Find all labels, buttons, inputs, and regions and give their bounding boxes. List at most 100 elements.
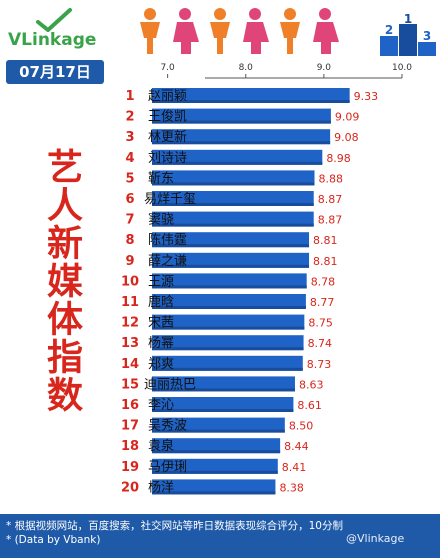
- bar: [152, 108, 331, 124]
- value-label: 8.63: [299, 378, 324, 391]
- bar: [152, 191, 314, 206]
- value-label: 8.81: [313, 255, 338, 268]
- bar: [152, 335, 304, 351]
- value-label: 8.88: [319, 172, 344, 185]
- bar-shadow: [152, 141, 331, 145]
- rank-label: 14: [121, 357, 139, 372]
- bar: [152, 438, 281, 454]
- category-label: 窦骁: [148, 213, 174, 228]
- svg-text:1: 1: [404, 14, 412, 26]
- category-label: 林更新: [148, 129, 187, 145]
- bar: [152, 376, 295, 392]
- value-label: 8.87: [318, 214, 343, 227]
- footer-note-methodology: * 根据视频网站，百度搜索，社交网站等昨日数据表现综合评分，10分制: [6, 520, 343, 532]
- category-label: 刘诗诗: [148, 151, 187, 166]
- bar-shadow: [152, 367, 303, 371]
- date-badge: 07月17日: [6, 60, 104, 84]
- bar: [152, 314, 305, 330]
- value-label: 8.78: [311, 275, 336, 288]
- value-label: 8.41: [282, 461, 307, 474]
- bar-shadow: [152, 347, 304, 351]
- bar-shadow: [152, 264, 310, 268]
- podium-icon: 2 1 3: [380, 14, 436, 56]
- side-title: 艺人新媒体指数: [41, 148, 83, 414]
- bar-shadow: [152, 429, 285, 433]
- value-label: 9.33: [354, 90, 379, 103]
- svg-text:3: 3: [423, 29, 431, 43]
- value-label: 8.50: [289, 420, 314, 433]
- category-label: 陈伟霆: [148, 232, 187, 248]
- rank-label: 11: [121, 295, 139, 310]
- value-label: 9.09: [335, 111, 360, 124]
- rank-label: 17: [121, 419, 139, 434]
- bar: [152, 211, 314, 227]
- category-label: 杨幂: [148, 336, 174, 351]
- bar-shadow: [152, 450, 281, 454]
- value-label: 8.87: [318, 193, 343, 206]
- rank-label: 9: [125, 254, 134, 269]
- value-label: 8.98: [326, 152, 351, 165]
- footer-band: [0, 514, 440, 558]
- category-label: 马伊琍: [148, 460, 187, 475]
- category-label: 易烊千玺: [144, 192, 196, 207]
- category-label: 赵丽颖: [148, 89, 187, 104]
- watermark: @Vlinkage: [346, 532, 405, 545]
- rank-label: 19: [121, 460, 139, 475]
- rank-label: 1: [125, 89, 134, 104]
- value-label: 8.77: [310, 296, 335, 309]
- value-label: 8.38: [279, 481, 304, 494]
- category-label: 迪丽热巴: [144, 377, 196, 392]
- rank-label: 18: [121, 439, 139, 454]
- category-label: 靳东: [148, 171, 174, 186]
- bar: [152, 149, 323, 165]
- footer-note-source: * (Data by Vbank): [6, 534, 101, 546]
- vlinkage-logo: VLinkage: [8, 8, 128, 54]
- rank-label: 15: [121, 377, 139, 392]
- person-figures-icon: [140, 8, 339, 54]
- bar: [152, 88, 350, 103]
- bar-shadow: [152, 244, 310, 248]
- bar: [152, 355, 303, 371]
- rank-label: 2: [125, 110, 134, 125]
- bar-shadow: [152, 182, 315, 186]
- logo-swoosh-icon: [36, 8, 72, 32]
- rank-label: 6: [125, 192, 134, 207]
- bar: [152, 417, 285, 433]
- category-label: 郑爽: [148, 357, 174, 372]
- bar: [152, 397, 294, 412]
- bar: [152, 458, 278, 474]
- rank-label: 16: [121, 398, 139, 413]
- bar-shadow: [152, 285, 307, 289]
- category-label: 吴秀波: [148, 419, 187, 434]
- bar: [152, 294, 306, 309]
- bar: [152, 479, 276, 495]
- category-label: 李沁: [148, 398, 174, 413]
- rank-label: 12: [121, 316, 139, 331]
- rank-label: 3: [125, 130, 134, 145]
- value-label: 8.74: [308, 337, 333, 350]
- rank-label: 20: [121, 480, 139, 495]
- bar: [152, 273, 307, 289]
- category-label: 薛之谦: [148, 254, 187, 269]
- bar: [152, 170, 315, 186]
- category-label: 袁泉: [148, 438, 174, 454]
- category-label: 宋茜: [148, 316, 174, 331]
- category-label: 王源: [148, 274, 174, 289]
- bar-shadow: [152, 223, 314, 227]
- bar-shadow: [152, 203, 314, 206]
- ranking-bar-chart: 7.0 8.0 9.0 10.0 1 赵丽颖 9.33 2 王俊凯 9.09 3 林更新 9.08 4 刘诗…: [121, 63, 412, 495]
- x-tick-label: 10.0: [392, 63, 412, 73]
- logo-text: VLinkage: [8, 30, 97, 50]
- x-tick-label: 7.0: [160, 63, 175, 73]
- bar-shadow: [152, 388, 295, 392]
- rank-label: 7: [125, 213, 134, 228]
- bar-shadow: [152, 100, 350, 103]
- value-label: 8.81: [313, 234, 338, 247]
- bar: [152, 252, 310, 268]
- rank-label: 4: [125, 151, 134, 166]
- category-label: 杨洋: [148, 480, 174, 495]
- category-label: 鹿晗: [148, 294, 174, 310]
- bar-shadow: [152, 161, 323, 165]
- category-label: 王俊凯: [148, 110, 187, 125]
- bar-shadow: [152, 491, 276, 495]
